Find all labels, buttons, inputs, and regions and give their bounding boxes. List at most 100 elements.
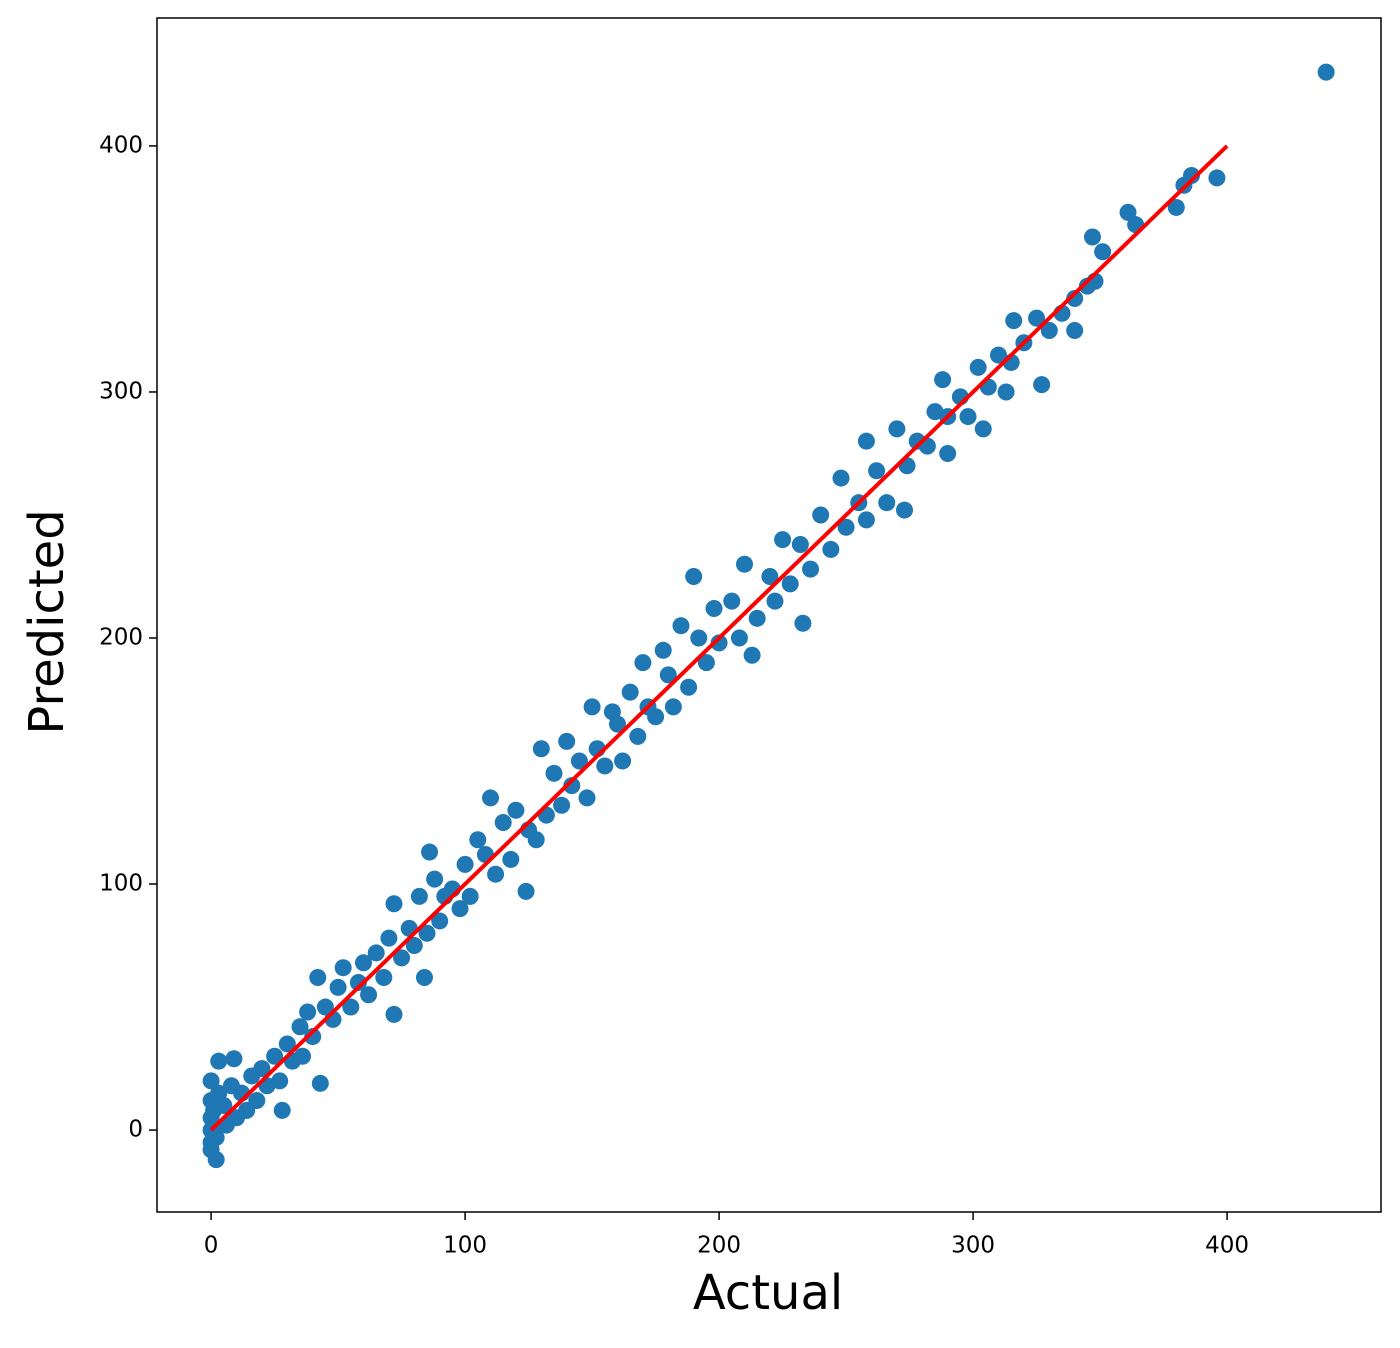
point: [596, 757, 614, 775]
point: [451, 900, 469, 918]
point: [761, 567, 779, 585]
point: [959, 408, 977, 426]
point: [563, 777, 581, 795]
point: [410, 887, 428, 905]
point: [896, 501, 914, 519]
y-tick-label: 0: [128, 1117, 143, 1143]
point: [654, 641, 672, 659]
point: [629, 727, 647, 745]
point: [578, 789, 596, 807]
point: [487, 865, 505, 883]
point: [375, 969, 393, 987]
point: [349, 973, 367, 991]
point: [888, 420, 906, 438]
point: [385, 1005, 403, 1023]
point: [532, 740, 550, 758]
point: [621, 683, 639, 701]
point: [558, 732, 576, 750]
point: [802, 560, 820, 578]
point: [1083, 228, 1101, 246]
point: [431, 912, 449, 930]
point: [723, 592, 741, 610]
point: [299, 1003, 317, 1021]
point: [570, 752, 588, 770]
point: [291, 1018, 309, 1036]
point: [989, 346, 1007, 364]
point: [1208, 169, 1226, 187]
point: [659, 666, 677, 684]
point: [553, 796, 571, 814]
x-tick-label: 200: [697, 1233, 741, 1259]
point: [743, 646, 761, 664]
point: [608, 715, 626, 733]
point: [380, 929, 398, 947]
point: [1066, 289, 1084, 307]
point: [1167, 198, 1185, 216]
point: [494, 814, 512, 832]
point: [304, 1028, 322, 1046]
point: [583, 698, 601, 716]
point: [248, 1092, 266, 1110]
point: [748, 609, 766, 627]
point: [1040, 321, 1058, 339]
point: [294, 1047, 312, 1065]
point: [202, 1141, 220, 1159]
point: [1033, 376, 1051, 394]
point: [730, 629, 748, 647]
fit-line: [209, 144, 1229, 1132]
point: [271, 1072, 289, 1090]
point: [857, 432, 875, 450]
point: [334, 959, 352, 977]
point: [997, 383, 1015, 401]
point: [672, 617, 690, 635]
point: [461, 887, 479, 905]
x-tick-label: 300: [951, 1233, 995, 1259]
point: [1066, 321, 1084, 339]
point: [266, 1047, 284, 1065]
point: [367, 944, 385, 962]
point: [939, 444, 957, 462]
point: [210, 1052, 228, 1070]
y-axis-label: Predicted: [19, 509, 75, 734]
point: [735, 555, 753, 573]
point: [273, 1101, 291, 1119]
point: [360, 986, 378, 1004]
point: [418, 924, 436, 942]
point: [507, 801, 525, 819]
point: [421, 843, 439, 861]
x-tick-label: 100: [443, 1233, 487, 1259]
point: [415, 969, 433, 987]
point: [215, 1096, 233, 1114]
point: [253, 1060, 271, 1078]
point: [690, 629, 708, 647]
point: [710, 634, 728, 652]
point: [354, 954, 372, 972]
point: [812, 506, 830, 524]
point: [974, 420, 992, 438]
point: [614, 752, 632, 770]
point: [545, 764, 563, 782]
point: [225, 1050, 243, 1068]
point: [1317, 63, 1335, 81]
point: [426, 870, 444, 888]
point: [329, 978, 347, 996]
point: [822, 540, 840, 558]
point: [868, 462, 886, 480]
point: [634, 654, 652, 672]
x-tick-label: 0: [204, 1233, 219, 1259]
point: [481, 789, 499, 807]
plot-frame: [156, 17, 1382, 1213]
point: [685, 567, 703, 585]
point: [316, 998, 334, 1016]
point: [456, 855, 474, 873]
point: [705, 599, 723, 617]
x-tick-label: 400: [1205, 1233, 1249, 1259]
point: [664, 698, 682, 716]
point: [794, 614, 812, 632]
point: [647, 708, 665, 726]
point: [202, 1072, 220, 1090]
y-tick-label: 300: [99, 378, 143, 404]
point: [680, 678, 698, 696]
point: [469, 831, 487, 849]
point: [969, 358, 987, 376]
